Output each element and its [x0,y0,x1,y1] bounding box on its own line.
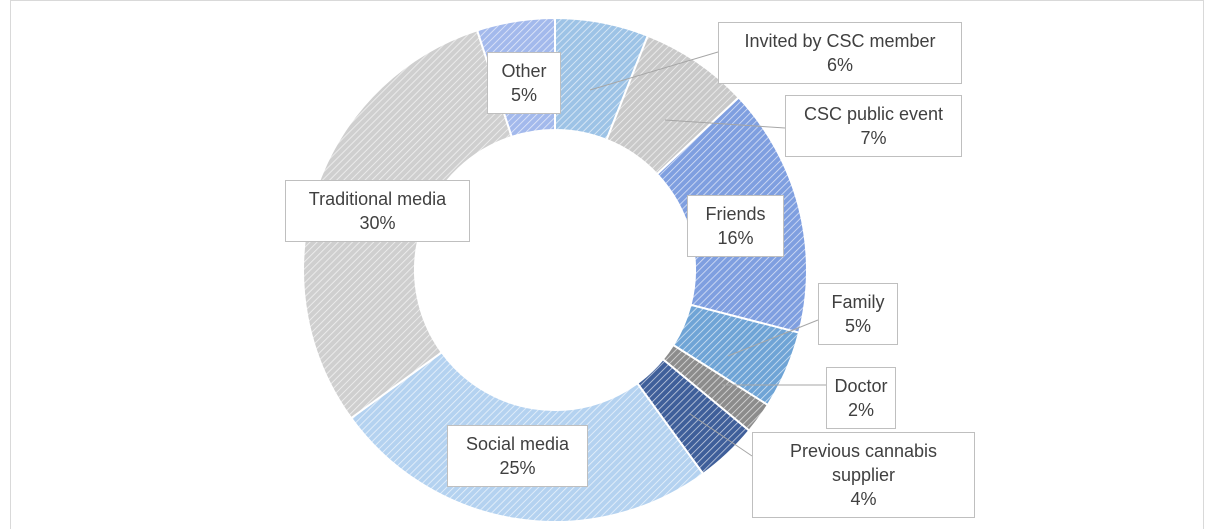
category-label: Social media [465,434,570,454]
chart-border [10,0,1204,529]
data-label: CSC public event 7% [785,95,962,157]
leader-line [664,119,786,129]
data-label: Other 5% [487,52,561,114]
category-label: Traditional media [308,189,447,209]
category-label: Friends [705,204,766,224]
value-label: 16% [717,228,754,248]
value-label: 6% [826,55,853,75]
category-label: Other [501,61,547,81]
value-label: 5% [844,316,871,336]
category-label: Previous cannabis supplier [789,441,938,485]
data-label: Doctor 2% [826,367,896,429]
data-label: Invited by CSC member 6% [718,22,962,84]
leader-line [689,413,753,457]
category-label: Invited by CSC member [744,31,936,51]
value-label: 4% [850,489,877,509]
leader-line [727,319,819,357]
value-label: 2% [847,400,874,420]
value-label: 30% [359,213,396,233]
data-label: Friends 16% [687,195,784,257]
data-label: Family 5% [818,283,898,345]
data-label: Traditional media 30% [285,180,470,242]
category-label: Doctor [834,376,888,396]
data-label: Social media 25% [447,425,588,487]
leader-line [589,51,719,91]
value-label: 25% [499,458,536,478]
data-label: Previous cannabis supplier 4% [752,432,975,518]
category-label: CSC public event [803,104,944,124]
value-label: 5% [510,85,537,105]
value-label: 7% [860,128,887,148]
category-label: Family [831,292,885,312]
